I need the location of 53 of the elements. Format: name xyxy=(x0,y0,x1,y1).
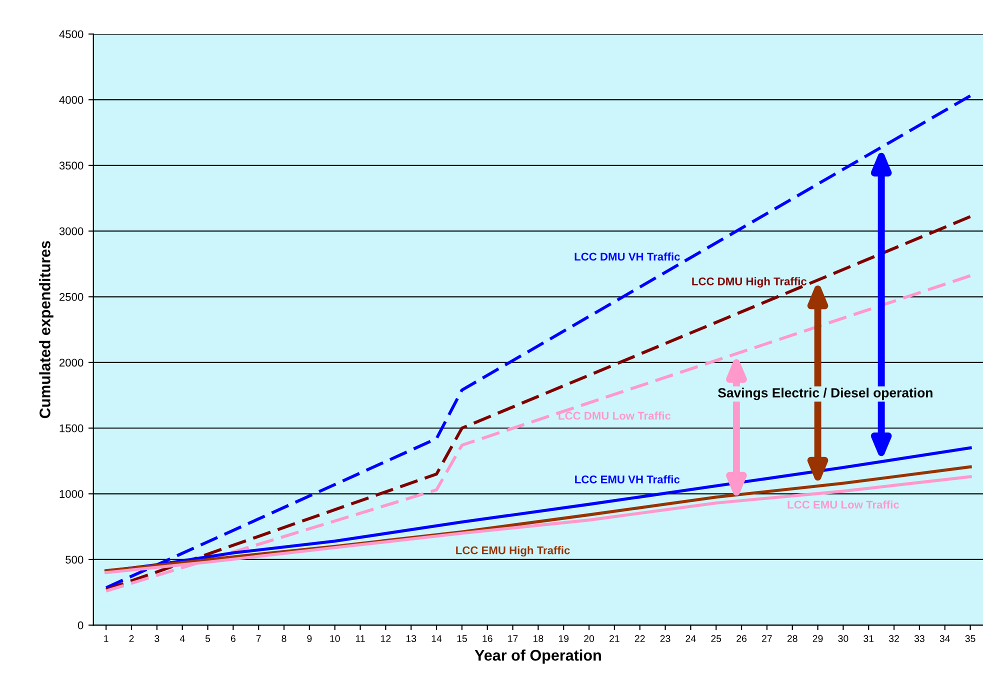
x-tick-label: 18 xyxy=(534,635,544,642)
x-tick-label: 33 xyxy=(914,635,924,642)
x-tick-label: 28 xyxy=(787,635,798,642)
x-tick-label: 4 xyxy=(180,635,185,642)
x-tick-label: 26 xyxy=(736,635,747,642)
y-tick-label: 500 xyxy=(66,556,84,564)
y-tick-label: 0 xyxy=(78,621,84,630)
x-tick-label: 12 xyxy=(381,635,391,642)
x-tick-label: 16 xyxy=(482,635,492,642)
x-tick-label: 23 xyxy=(660,635,670,642)
x-tick-label: 7 xyxy=(256,635,261,642)
x-tick-label: 2 xyxy=(129,635,134,642)
x-tick-label: 9 xyxy=(307,635,312,642)
x-tick-label: 22 xyxy=(634,635,645,642)
x-tick-label: 20 xyxy=(584,635,594,642)
y-axis-title: Cumulated expenditures xyxy=(39,241,54,418)
x-tick-label: 17 xyxy=(508,635,518,642)
x-tick-label: 19 xyxy=(558,635,569,642)
x-tick-label: 32 xyxy=(889,635,899,642)
y-tick-label: 2500 xyxy=(60,293,84,301)
x-axis-title: Year of Operation xyxy=(474,650,601,664)
x-tick-label: 3 xyxy=(154,635,160,642)
series-label: LCC DMU VH Traffic xyxy=(574,252,680,261)
x-tick-label: 29 xyxy=(812,635,823,642)
x-tick-label: 15 xyxy=(457,635,467,642)
x-tick-label: 34 xyxy=(940,635,950,642)
series-label: LCC EMU High Traffic xyxy=(456,546,570,557)
x-tick-label: 30 xyxy=(838,635,848,642)
annotation: Savings Electric / Diesel operation xyxy=(718,388,932,400)
x-tick-label: 35 xyxy=(965,635,976,642)
x-tick-label: 14 xyxy=(432,635,442,642)
series-label: LCC EMU Low Traffic xyxy=(788,500,900,509)
y-tick-label: 3000 xyxy=(59,227,84,236)
y-tick-label: 1000 xyxy=(60,490,84,498)
y-tick-label: 4500 xyxy=(59,30,84,38)
x-tick-label: 24 xyxy=(686,635,696,642)
x-tick-label: 31 xyxy=(864,635,874,642)
series-label: LCC EMU VH Traffic xyxy=(575,475,680,484)
y-tick-label: 4000 xyxy=(59,96,84,104)
x-tick-label: 13 xyxy=(406,635,416,642)
series-label: LCC DMU High Traffic xyxy=(692,277,807,288)
y-tick-label: 2000 xyxy=(60,358,84,367)
y-tick-label: 1500 xyxy=(60,424,84,432)
x-tick-label: 1 xyxy=(104,635,108,642)
x-tick-label: 5 xyxy=(205,635,210,642)
x-tick-label: 6 xyxy=(230,635,236,642)
x-tick-label: 27 xyxy=(762,635,772,642)
x-tick-label: 11 xyxy=(356,635,365,642)
x-tick-label: 10 xyxy=(330,635,340,642)
x-tick-label: 8 xyxy=(282,635,286,642)
y-tick-label: 3500 xyxy=(59,162,84,170)
x-tick-label: 25 xyxy=(711,635,722,642)
x-tick-label: 21 xyxy=(610,635,620,642)
